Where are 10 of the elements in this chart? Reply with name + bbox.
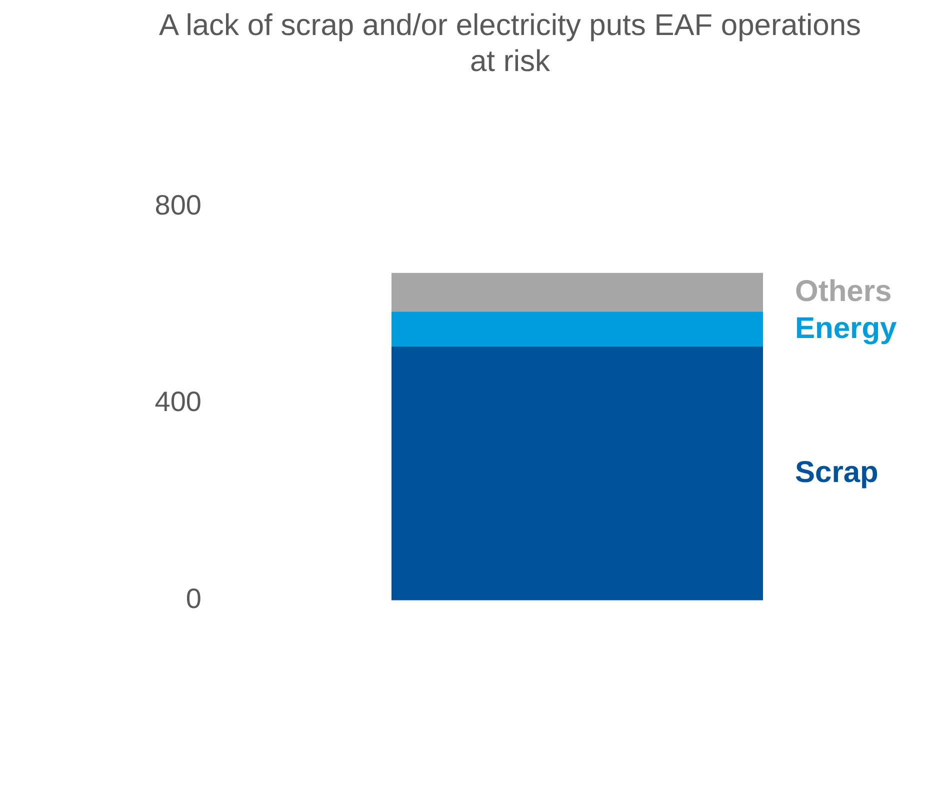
- bar: [392, 346, 763, 600]
- y-tick-label: 400: [154, 386, 202, 418]
- y-tick-label: 0: [186, 582, 202, 614]
- bar: [392, 272, 763, 312]
- series-label: Others: [795, 274, 892, 308]
- bar: [392, 312, 763, 348]
- y-tick-label: 800: [154, 190, 202, 221]
- chart-title: A lack of scrap and/or electricity puts EAF operations at risk: [158, 8, 862, 80]
- series-label: Scrap: [795, 456, 878, 489]
- series-label: Energy: [795, 312, 898, 345]
